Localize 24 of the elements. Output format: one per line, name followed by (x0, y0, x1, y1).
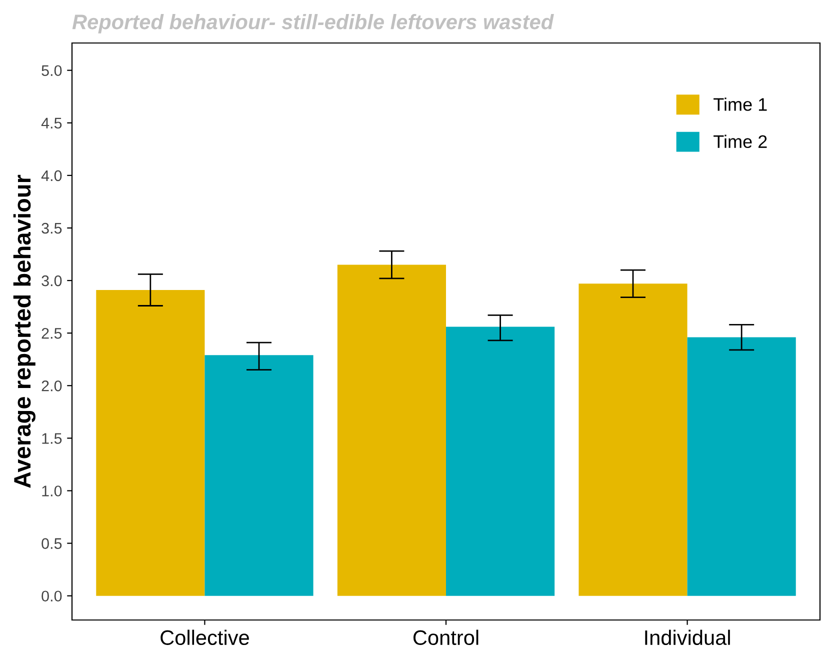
y-tick-label: 1.5 (42, 433, 62, 444)
legend-label: Time 1 (714, 98, 767, 111)
chart-title: Reported behaviour- still-edible leftovers wasted (72, 14, 554, 34)
y-tick-label: 1.0 (42, 486, 62, 496)
bar (96, 290, 205, 596)
y-tick-label: 4.0 (41, 170, 62, 182)
bar (446, 326, 555, 596)
y-tick-label: 5.0 (42, 65, 62, 76)
y-tick-label: 0.5 (42, 538, 62, 549)
bar (337, 264, 446, 596)
y-tick-label: 0.0 (42, 590, 62, 602)
y-tick-label: 4.5 (41, 118, 62, 129)
x-tick-label: Collective (160, 630, 249, 646)
y-tick-label: 3.5 (42, 222, 62, 234)
legend-label: Time 2 (714, 134, 767, 148)
x-tick-label: Control (413, 630, 478, 646)
y-tick-label: 3.0 (42, 275, 62, 286)
bar (204, 355, 314, 596)
bar (578, 284, 688, 596)
x-tick-label: Individual (645, 630, 730, 646)
y-axis-title: Average reported behaviour (13, 174, 36, 488)
y-tick-label: 2.5 (42, 328, 62, 339)
y-tick-label: 2.0 (42, 380, 62, 392)
bar (687, 337, 796, 596)
